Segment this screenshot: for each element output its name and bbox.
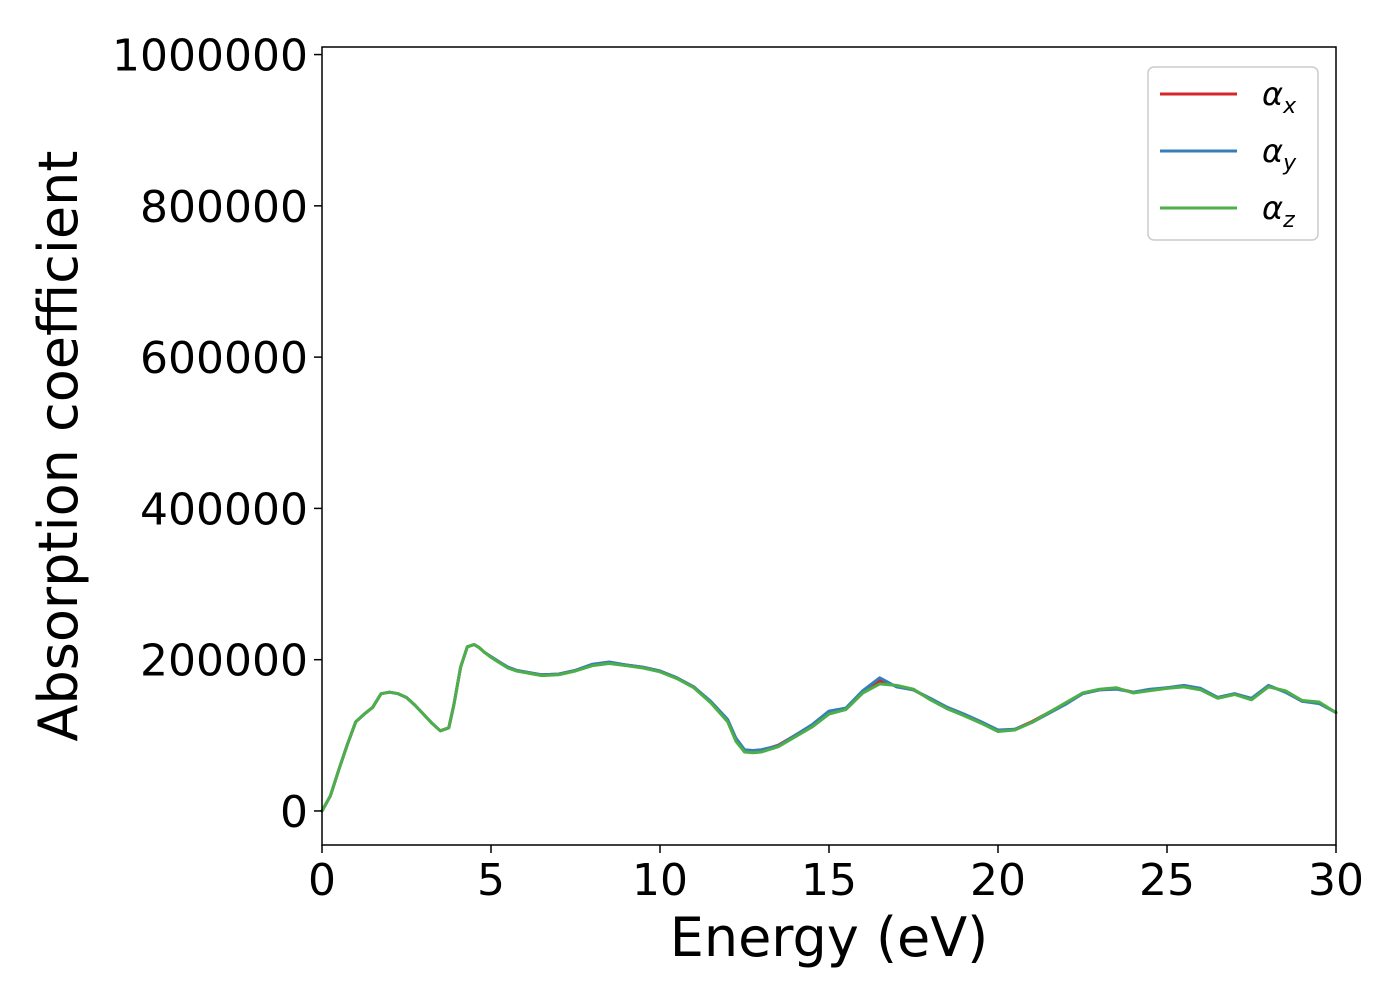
y-axis: 0 200000 400000 600000 800000 1000000 bbox=[112, 31, 322, 838]
y-tick-label: 400000 bbox=[140, 484, 308, 535]
x-axis-title: Energy (eV) bbox=[670, 906, 989, 969]
y-tick-label: 0 bbox=[280, 787, 308, 838]
x-tick-label: 25 bbox=[1139, 855, 1195, 906]
y-tick-label: 600000 bbox=[140, 333, 308, 384]
x-tick-label: 30 bbox=[1308, 855, 1364, 906]
y-tick-label: 200000 bbox=[140, 636, 308, 687]
x-axis: 0 5 10 15 20 25 30 bbox=[308, 845, 1364, 906]
x-tick-label: 20 bbox=[970, 855, 1026, 906]
series-line-z bbox=[320, 643, 1338, 813]
x-tick-label: 5 bbox=[477, 855, 505, 906]
legend-box bbox=[1147, 66, 1319, 241]
series-layer bbox=[320, 643, 1338, 813]
y-tick-label: 1000000 bbox=[112, 31, 308, 82]
x-tick-label: 0 bbox=[308, 855, 336, 906]
x-tick-label: 10 bbox=[632, 855, 688, 906]
x-tick-label: 15 bbox=[801, 855, 857, 906]
y-tick-label: 800000 bbox=[140, 182, 308, 233]
y-axis-title: Absorption coefficient bbox=[27, 151, 90, 742]
